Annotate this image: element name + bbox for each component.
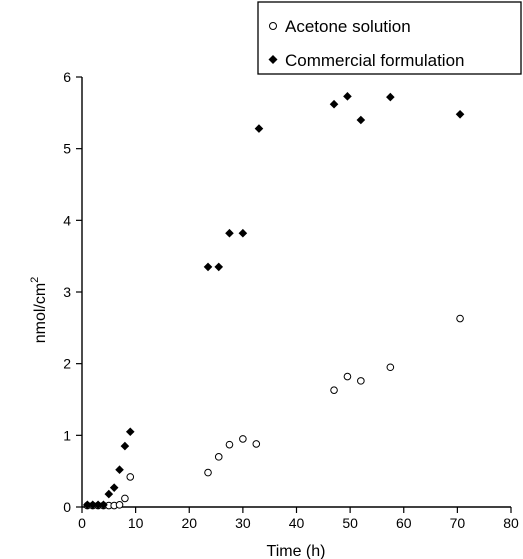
data-point-diamond (109, 483, 119, 492)
y-tick-label: 0 (63, 499, 71, 515)
data-point-diamond (356, 115, 366, 125)
data-point-diamond (120, 441, 130, 451)
data-point-open-circle (239, 435, 247, 443)
data-point-diamond (99, 500, 108, 510)
data-point-diamond (125, 427, 135, 437)
y-axis-label-text: nmol/cm (32, 283, 49, 343)
y-tick-label: 2 (63, 356, 71, 372)
y-tick-label: 5 (63, 141, 71, 157)
x-tick-label: 30 (235, 515, 251, 531)
data-points (83, 92, 465, 510)
data-point-open-circle (225, 440, 234, 449)
x-tick-label: 50 (342, 515, 358, 531)
data-point-open-circle (204, 468, 212, 477)
data-point-open-circle (126, 473, 135, 481)
data-point-diamond (93, 500, 103, 510)
legend-label-commercial-formulation: Commercial formulation (285, 51, 465, 70)
y-tick-label: 4 (63, 212, 71, 228)
data-point-diamond (83, 500, 92, 510)
data-point-open-circle (343, 372, 352, 381)
data-point-diamond (343, 92, 352, 101)
legend: Acetone solution Commercial formulation (257, 1, 522, 75)
legend-label-acetone-solution: Acetone solution (285, 17, 411, 36)
data-point-open-circle (252, 440, 261, 448)
series-commercial-formulation (83, 92, 465, 510)
data-point-open-circle (330, 386, 338, 394)
data-point-diamond (214, 262, 224, 272)
data-point-open-circle (456, 314, 464, 323)
data-point-diamond (386, 92, 395, 102)
data-point-diamond (104, 489, 114, 499)
axes (81, 77, 511, 508)
x-tick-label: 60 (396, 515, 412, 531)
y-tick-label: 3 (63, 284, 71, 300)
data-point-diamond (329, 99, 339, 109)
data-point-open-circle (121, 494, 129, 503)
x-tick-label: 40 (289, 515, 305, 531)
x-tick-label: 80 (503, 515, 519, 531)
legend-marker-commercial-formulation (268, 55, 278, 64)
series-acetone-solution (83, 314, 464, 510)
legend-marker-acetone-solution (269, 22, 277, 30)
data-point-open-circle (357, 377, 365, 385)
legend-box (257, 1, 522, 75)
data-point-diamond (455, 109, 465, 119)
data-point-open-circle (214, 453, 223, 461)
data-point-open-circle (115, 501, 124, 509)
x-axis-label: Time (h) (267, 543, 326, 559)
data-point-diamond (203, 262, 213, 272)
data-point-diamond (254, 124, 264, 133)
x-tick-label: 20 (181, 515, 197, 531)
data-point-open-circle (386, 363, 395, 372)
x-tick-label: 0 (78, 515, 86, 531)
y-tick-label: 1 (63, 427, 71, 443)
y-tick-label: 6 (63, 69, 71, 85)
data-point-diamond (225, 228, 234, 238)
data-point-diamond (115, 465, 124, 475)
y-axis-label: nmol/cm2 (29, 277, 49, 344)
data-point-diamond (238, 228, 248, 238)
x-tick-label: 70 (450, 515, 466, 531)
y-axis-label-superscript: 2 (29, 277, 41, 283)
data-point-diamond (88, 500, 98, 510)
x-tick-label: 10 (128, 515, 144, 531)
axis-ticks: 0 10 20 30 40 50 60 70 80 0 1 2 3 4 5 6 (63, 69, 519, 531)
